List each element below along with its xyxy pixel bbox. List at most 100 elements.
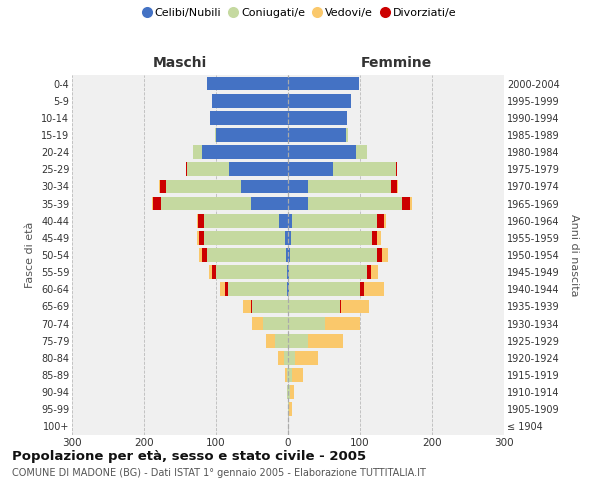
Bar — [382, 248, 388, 262]
Bar — [198, 214, 204, 228]
Bar — [288, 94, 352, 108]
Bar — [340, 300, 341, 314]
Text: Femmine: Femmine — [361, 56, 431, 70]
Bar — [289, 402, 292, 416]
Bar — [288, 180, 308, 194]
Bar — [251, 300, 252, 314]
Bar — [208, 76, 288, 90]
Bar — [371, 266, 378, 279]
Bar — [226, 282, 227, 296]
Bar — [396, 162, 397, 176]
Bar — [187, 162, 229, 176]
Bar — [384, 214, 386, 228]
Bar — [288, 231, 291, 244]
Bar — [287, 266, 288, 279]
Bar — [288, 146, 356, 159]
Bar — [227, 282, 287, 296]
Bar — [288, 111, 347, 124]
Y-axis label: Fasce di età: Fasce di età — [25, 222, 35, 288]
Bar — [204, 214, 280, 228]
Bar — [288, 76, 359, 90]
Bar — [391, 180, 397, 194]
Bar — [278, 351, 284, 364]
Bar — [244, 300, 251, 314]
Bar — [193, 146, 202, 159]
Text: Maschi: Maschi — [153, 56, 207, 70]
Y-axis label: Anni di nascita: Anni di nascita — [569, 214, 579, 296]
Bar — [220, 282, 226, 296]
Bar — [275, 334, 288, 347]
Bar — [252, 300, 288, 314]
Bar — [202, 146, 288, 159]
Bar — [288, 196, 308, 210]
Bar — [402, 196, 410, 210]
Bar — [291, 231, 371, 244]
Bar — [284, 351, 288, 364]
Bar — [215, 128, 216, 142]
Legend: Celibi/Nubili, Coniugati/e, Vedovi/e, Divorziati/e: Celibi/Nubili, Coniugati/e, Vedovi/e, Di… — [139, 3, 461, 22]
Bar — [286, 248, 288, 262]
Bar — [377, 231, 381, 244]
Bar — [410, 196, 412, 210]
Bar — [292, 368, 303, 382]
Bar — [288, 248, 290, 262]
Bar — [325, 316, 360, 330]
Bar — [251, 196, 288, 210]
Bar — [360, 282, 364, 296]
Bar — [288, 300, 340, 314]
Bar — [285, 368, 287, 382]
Bar — [346, 128, 349, 142]
Bar — [197, 231, 199, 244]
Bar — [199, 248, 202, 262]
Bar — [216, 266, 287, 279]
Bar — [287, 386, 288, 399]
Bar — [290, 386, 295, 399]
Bar — [295, 351, 318, 364]
Bar — [287, 282, 288, 296]
Bar — [288, 402, 289, 416]
Bar — [288, 334, 308, 347]
Bar — [308, 180, 391, 194]
Bar — [308, 196, 402, 210]
Bar — [161, 196, 251, 210]
Bar — [289, 266, 367, 279]
Bar — [288, 266, 289, 279]
Bar — [160, 180, 166, 194]
Bar — [288, 128, 346, 142]
Bar — [356, 146, 367, 159]
Bar — [210, 111, 288, 124]
Text: COMUNE DI MADONE (BG) - Dati ISTAT 1° gennaio 2005 - Elaborazione TUTTITALIA.IT: COMUNE DI MADONE (BG) - Dati ISTAT 1° ge… — [12, 468, 426, 477]
Bar — [397, 180, 398, 194]
Bar — [229, 162, 288, 176]
Bar — [287, 368, 288, 382]
Bar — [290, 248, 377, 262]
Bar — [186, 162, 187, 176]
Bar — [205, 231, 285, 244]
Bar — [216, 128, 288, 142]
Bar — [332, 162, 396, 176]
Bar — [197, 214, 198, 228]
Bar — [364, 282, 384, 296]
Bar — [209, 266, 212, 279]
Bar — [292, 214, 377, 228]
Text: Popolazione per età, sesso e stato civile - 2005: Popolazione per età, sesso e stato civil… — [12, 450, 366, 463]
Bar — [154, 196, 161, 210]
Bar — [288, 316, 325, 330]
Bar — [266, 334, 275, 347]
Bar — [288, 386, 290, 399]
Bar — [241, 180, 288, 194]
Bar — [199, 231, 205, 244]
Bar — [367, 266, 371, 279]
Bar — [159, 180, 160, 194]
Bar — [288, 282, 289, 296]
Bar — [341, 300, 368, 314]
Bar — [308, 334, 343, 347]
Bar — [289, 282, 360, 296]
Bar — [280, 214, 288, 228]
Bar — [263, 316, 288, 330]
Bar — [206, 248, 286, 262]
Bar — [288, 162, 332, 176]
Bar — [166, 180, 241, 194]
Bar — [252, 316, 263, 330]
Bar — [371, 231, 377, 244]
